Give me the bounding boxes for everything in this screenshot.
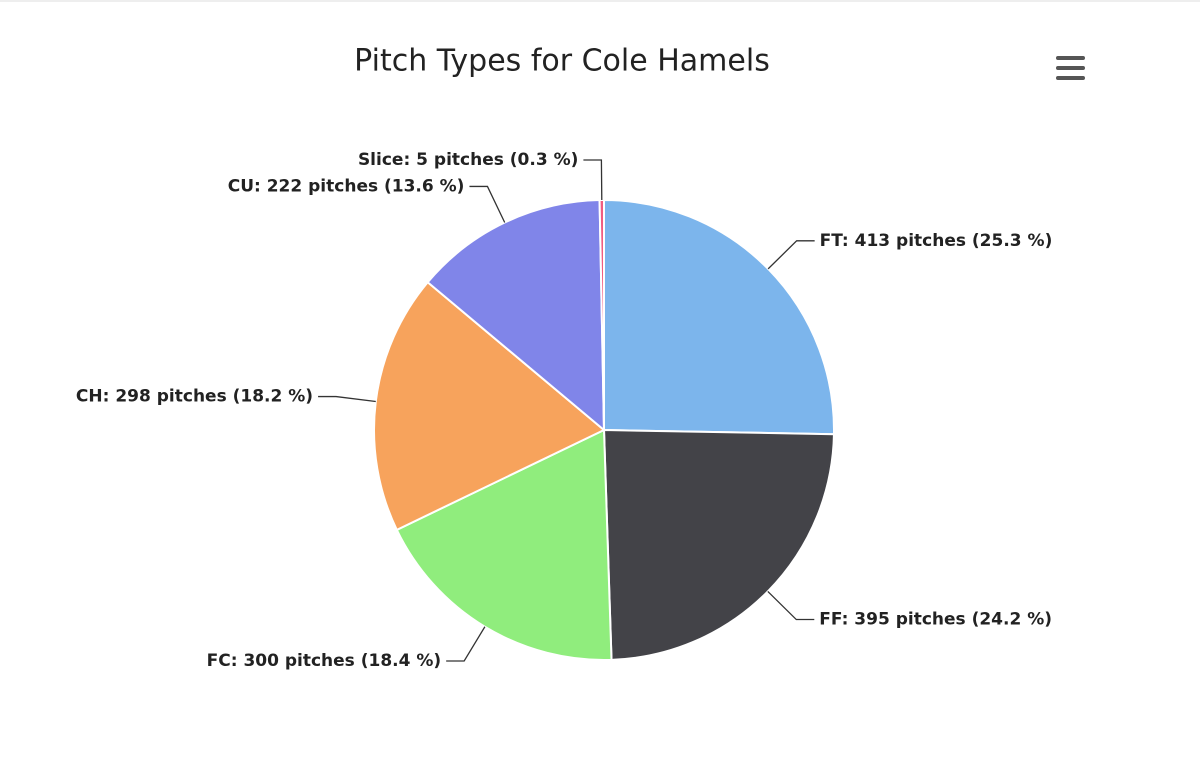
pie-slice [598,198,605,431]
chart-title: Pitch Types for Cole Hamels [354,44,770,79]
data-label: Slice: 5 pitches (0.3 %) [358,150,578,170]
pie-slice [602,428,835,661]
connector [446,626,486,662]
pie-slice [426,199,606,433]
connector [767,240,815,270]
data-label: FC: 300 pitches (18.4 %) [207,651,442,671]
pie-slice [603,198,835,436]
connector [767,590,815,621]
pie-slice [373,280,606,532]
connector [583,159,603,201]
menu-button[interactable] [1056,56,1085,80]
data-label: CH: 298 pitches (18.2 %) [76,387,313,407]
data-label: CU: 222 pitches (13.6 %) [228,176,465,196]
data-label: FT: 413 pitches (25.3 %) [820,231,1053,251]
connector [318,395,376,403]
connector [469,185,506,223]
data-label: FF: 395 pitches (24.2 %) [819,610,1052,630]
